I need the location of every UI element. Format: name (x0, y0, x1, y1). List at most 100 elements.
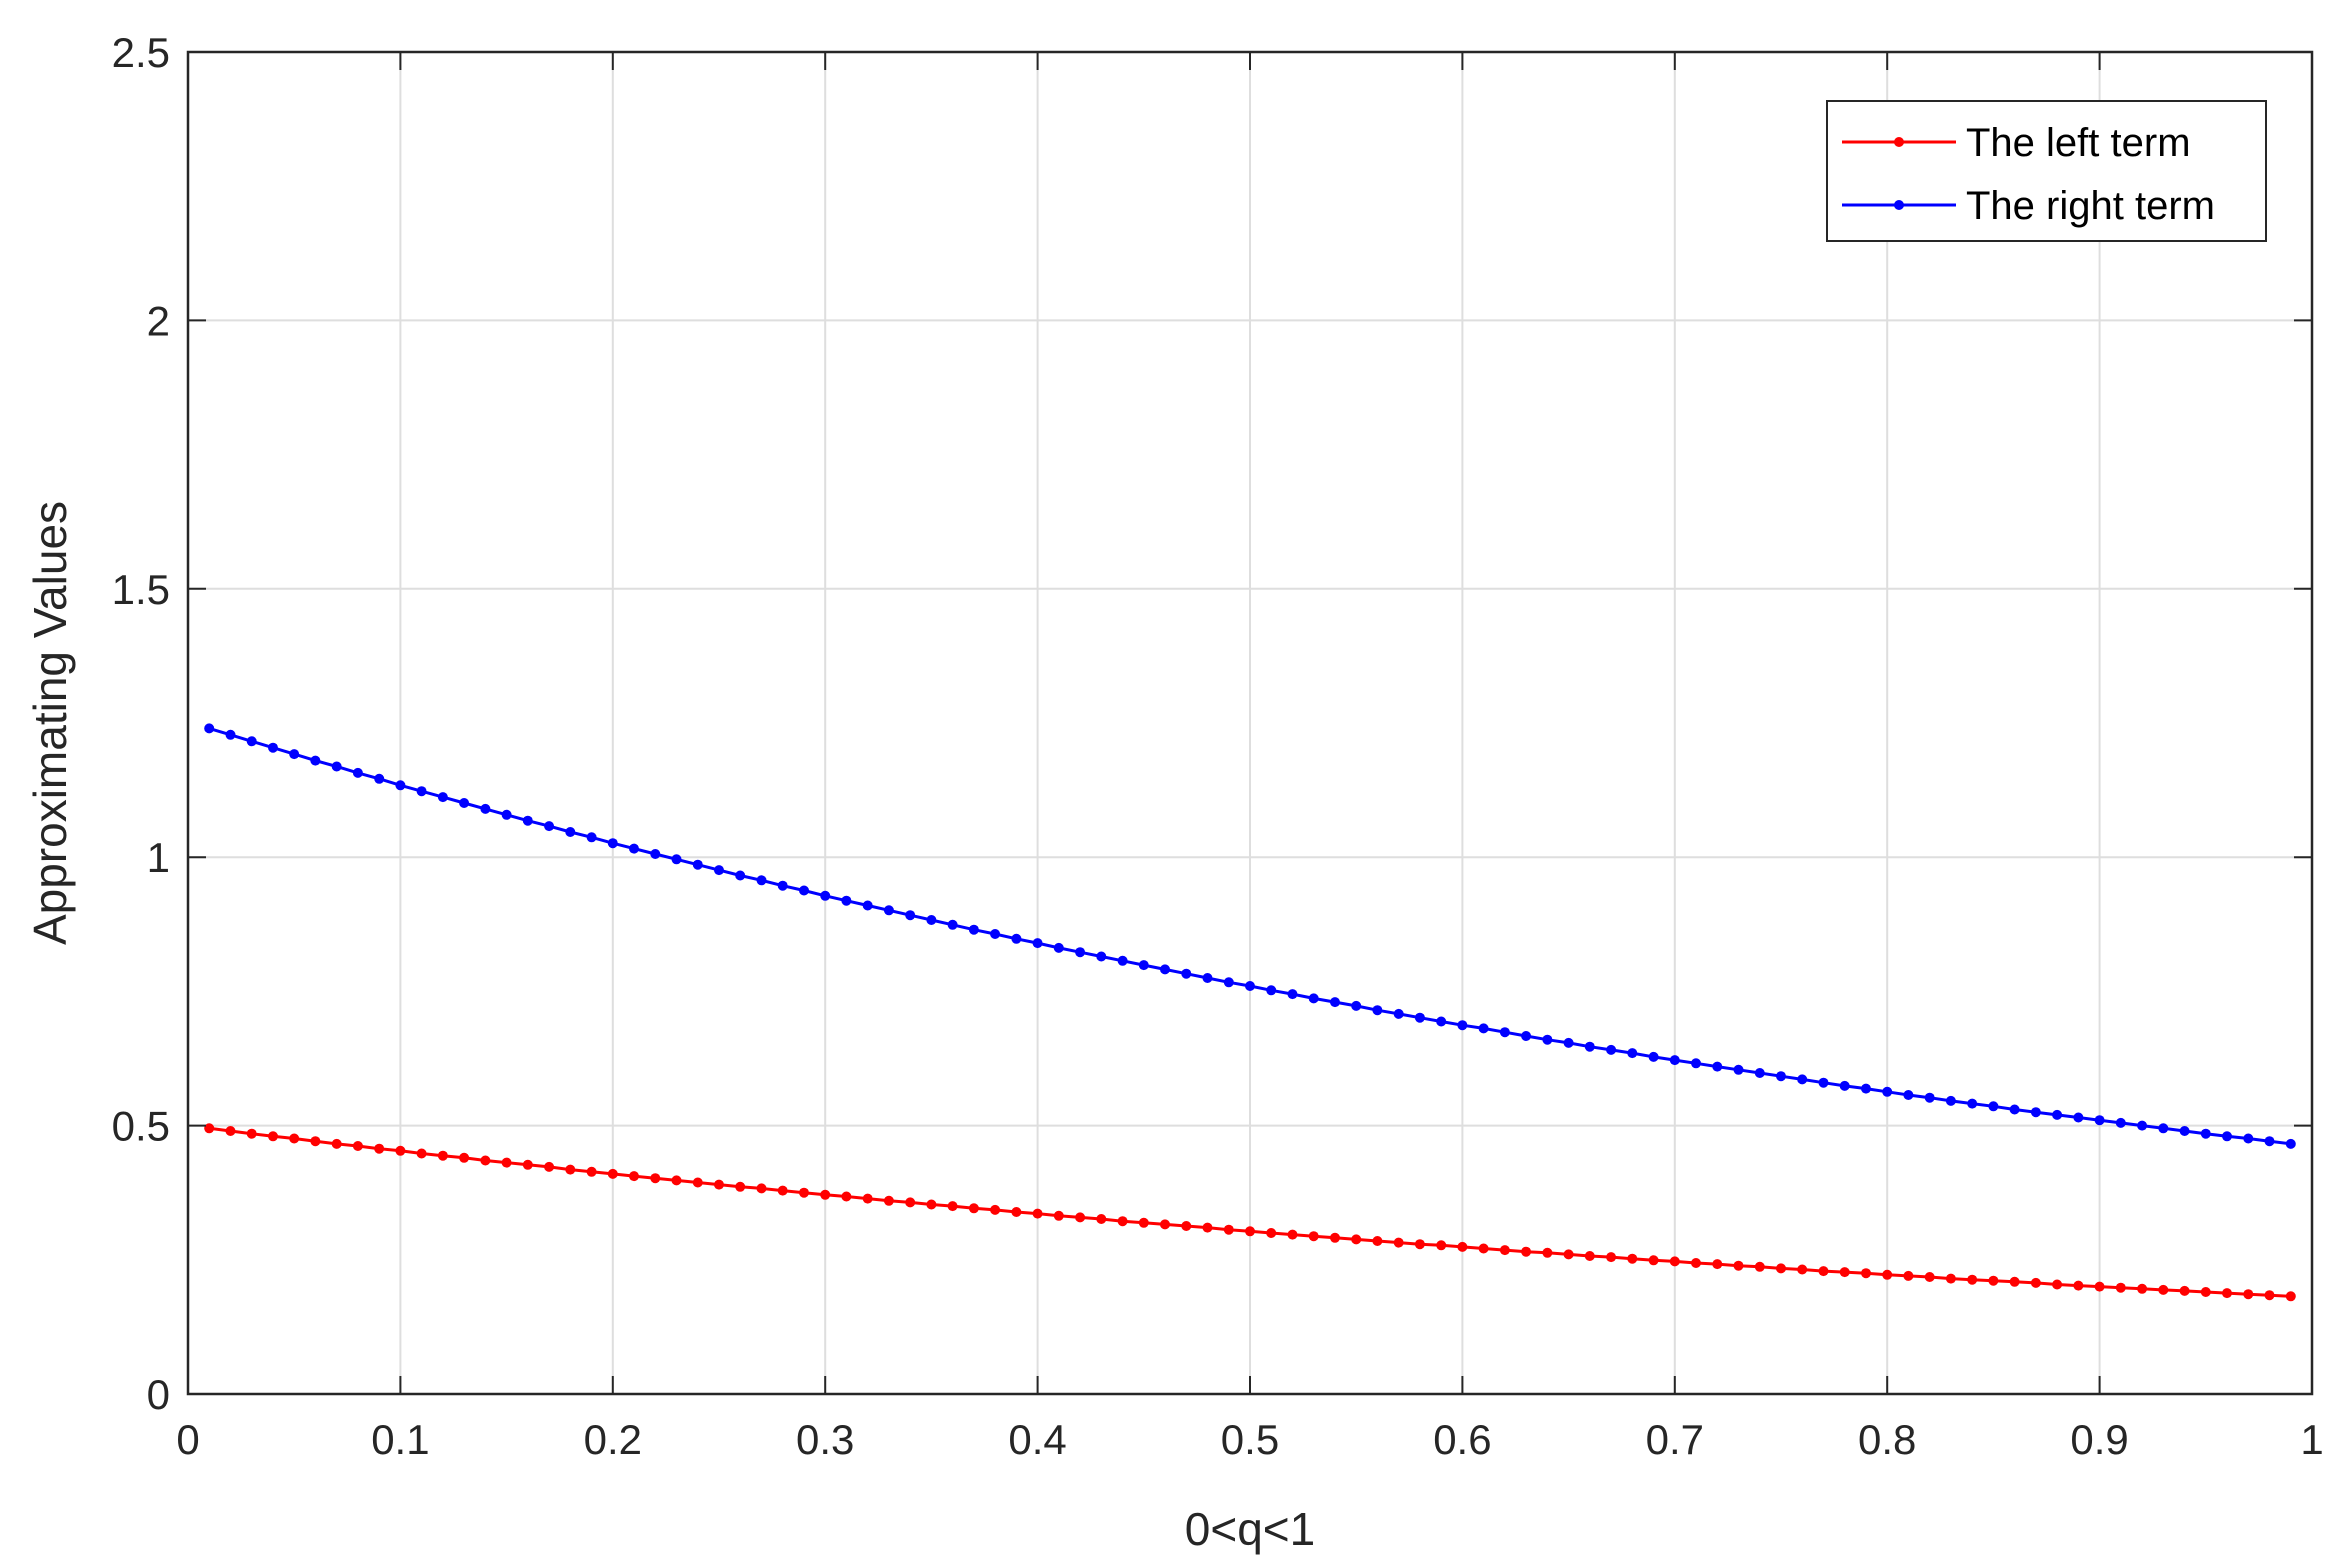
data-point (1924, 1272, 1935, 1282)
data-point (1393, 1008, 1404, 1019)
data-point (629, 843, 639, 854)
data-point (2158, 1284, 2169, 1295)
data-point (905, 910, 916, 921)
data-point (2052, 1279, 2063, 1290)
data-point (544, 821, 555, 832)
data-point (607, 1168, 618, 1179)
data-point (1160, 964, 1170, 975)
data-point (1032, 938, 1043, 949)
data-point (565, 827, 576, 837)
data-point (1648, 1051, 1659, 1062)
data-point (268, 742, 278, 753)
data-point (1967, 1274, 1978, 1285)
data-point (1606, 1252, 1617, 1263)
grid-lines (188, 52, 2312, 1394)
data-point (225, 729, 236, 740)
data-point (714, 865, 724, 876)
data-point (1117, 955, 1128, 966)
data-point (2030, 1277, 2041, 1288)
data-point (968, 924, 979, 935)
x-tick-label: 0.6 (1433, 1416, 1491, 1463)
data-point (2179, 1126, 2190, 1136)
data-point (2200, 1128, 2211, 1139)
data-point (1797, 1074, 1808, 1085)
data-point (1351, 1000, 1362, 1011)
legend-box (1826, 100, 2267, 242)
data-point (883, 1195, 894, 1206)
data-point (501, 1157, 512, 1168)
data-point (204, 723, 215, 734)
data-point (1053, 1210, 1064, 1221)
data-point (1606, 1044, 1617, 1055)
data-point (1287, 989, 1298, 1000)
data-point (1691, 1258, 1701, 1268)
data-point (1181, 1221, 1192, 1231)
y-tick-label: 1.5 (112, 566, 170, 613)
data-point (1818, 1266, 1829, 1277)
data-point (2137, 1120, 2148, 1131)
data-point (2115, 1117, 2126, 1128)
data-point (1202, 973, 1213, 983)
data-point (650, 1173, 661, 1184)
data-point (1372, 1005, 1383, 1016)
data-point (1776, 1071, 1786, 1082)
data-point (395, 780, 406, 791)
data-point (1223, 1224, 1234, 1235)
data-point (1903, 1270, 1914, 1281)
data-point (395, 1145, 406, 1156)
data-point (947, 919, 958, 930)
data-point (692, 1177, 703, 1188)
data-point (841, 895, 852, 906)
legend: The left term The right term (1826, 100, 2267, 242)
data-point (1245, 981, 1255, 991)
data-point (1797, 1264, 1808, 1275)
data-point (544, 1161, 555, 1172)
data-point (331, 1138, 342, 1149)
x-tick-label: 0.4 (1008, 1416, 1066, 1463)
data-point (1754, 1068, 1765, 1078)
x-tick-label: 0.9 (2070, 1416, 2128, 1463)
data-point (522, 815, 533, 826)
y-tick-label: 0 (147, 1371, 170, 1418)
data-point (1053, 942, 1064, 953)
data-point (480, 1155, 491, 1166)
data-point (1011, 933, 1022, 944)
series-layer (204, 723, 2296, 1302)
data-point (204, 1123, 215, 1134)
data-point (1308, 993, 1319, 1004)
data-point (2264, 1290, 2275, 1301)
data-point (1627, 1048, 1638, 1059)
legend-marker-right-term (1894, 200, 1904, 210)
data-point (1308, 1231, 1319, 1242)
y-tick-label: 2.5 (112, 29, 170, 76)
data-point (1011, 1207, 1022, 1217)
data-point (1414, 1012, 1425, 1023)
data-point (1967, 1098, 1978, 1109)
data-point (2243, 1289, 2254, 1300)
data-point (289, 1133, 300, 1144)
data-point (650, 849, 661, 859)
data-point (607, 838, 618, 849)
series-the-right-term (204, 723, 2296, 1149)
data-point (310, 755, 321, 766)
data-point (2243, 1133, 2254, 1144)
data-point (1330, 1232, 1340, 1243)
data-point (1117, 1216, 1128, 1227)
data-point (714, 1179, 724, 1190)
data-point (2137, 1283, 2148, 1294)
data-point (990, 929, 1001, 939)
data-point (1861, 1268, 1871, 1279)
data-point (862, 900, 873, 911)
data-point (1882, 1269, 1893, 1280)
data-point (629, 1171, 639, 1182)
legend-label-right-term: The right term (1966, 184, 2215, 228)
data-point (671, 854, 682, 865)
data-point (926, 1199, 937, 1210)
data-point (883, 905, 894, 916)
data-point (1287, 1229, 1298, 1240)
data-point (1393, 1237, 1404, 1248)
data-point (1733, 1064, 1744, 1075)
data-point (905, 1197, 916, 1208)
data-point (1712, 1061, 1723, 1072)
data-point (289, 749, 300, 760)
